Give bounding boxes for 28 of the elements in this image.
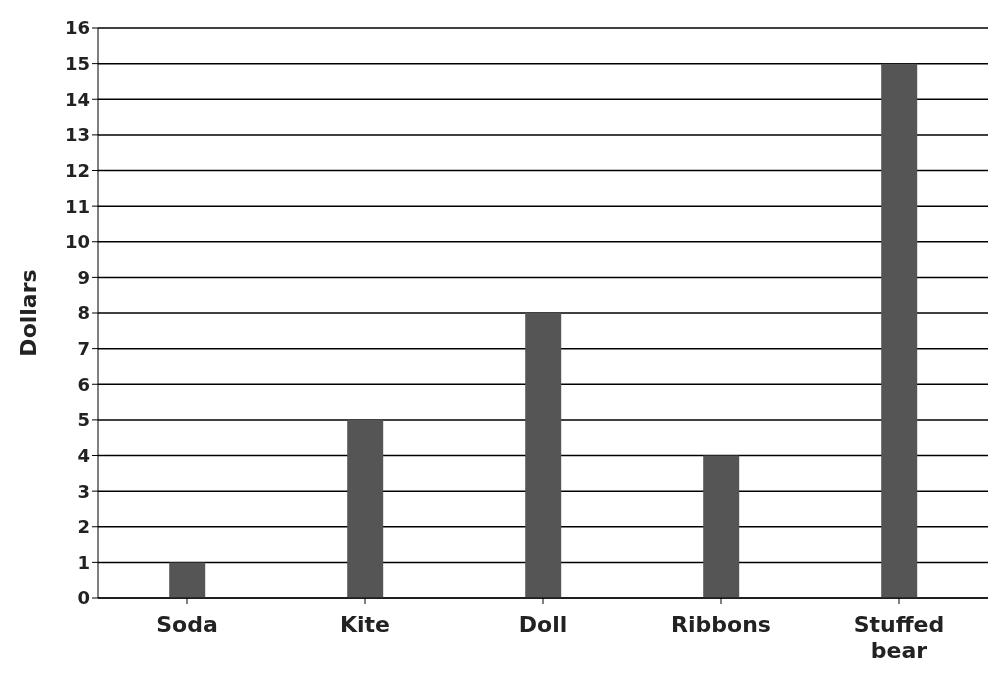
x-tick-label: Kite [339, 612, 391, 637]
x-tick-label: Stuffed bear [853, 612, 945, 663]
bar [703, 455, 740, 598]
x-tick-label: Ribbons [671, 612, 771, 637]
bar [525, 313, 562, 598]
y-tick-label: 15 [64, 53, 90, 75]
y-tick-label: 11 [64, 195, 90, 217]
y-tick-label: 13 [64, 124, 90, 146]
y-tick-label: 8 [77, 302, 90, 324]
y-tick-label: 10 [64, 231, 90, 253]
x-tick-label: Soda [156, 612, 218, 637]
y-tick-label: 7 [77, 338, 90, 360]
y-axis-title: Dollars [15, 269, 41, 357]
y-tick-label: 1 [77, 551, 90, 573]
y-tick-label: 5 [77, 409, 90, 431]
y-tick-label: 14 [64, 88, 90, 110]
y-tick-label: 4 [77, 444, 90, 466]
x-tick-label: Doll [518, 612, 568, 637]
y-tick-label: 0 [77, 587, 90, 609]
y-tick-label: 16 [64, 17, 90, 39]
y-tick-label: 12 [64, 159, 90, 181]
y-tick-label: 9 [77, 266, 90, 288]
bar [347, 419, 384, 598]
y-tick-label: 2 [77, 516, 90, 538]
y-tick-label: 6 [77, 373, 90, 395]
bar [881, 63, 918, 598]
bar [169, 562, 206, 598]
y-tick-label: 3 [77, 480, 90, 502]
